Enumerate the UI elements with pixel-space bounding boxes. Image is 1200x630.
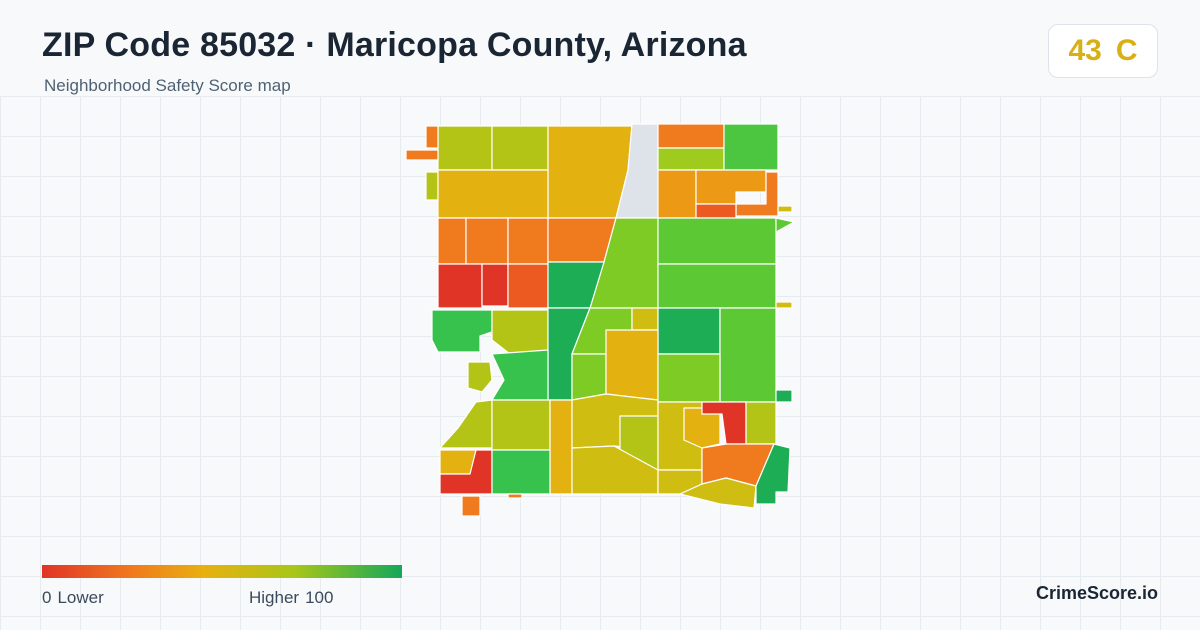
map-region[interactable]	[491, 399, 551, 451]
map-region[interactable]	[491, 449, 551, 495]
map-region[interactable]	[657, 169, 697, 219]
legend-high-label: Higher 100	[249, 588, 333, 608]
map-region[interactable]	[437, 169, 549, 219]
map-region[interactable]	[777, 205, 793, 213]
map-region[interactable]	[461, 495, 481, 517]
map-region[interactable]	[491, 125, 549, 171]
map-region[interactable]	[755, 443, 791, 505]
map-region[interactable]	[491, 309, 549, 355]
map-region[interactable]	[507, 217, 549, 265]
brand-logo: CrimeScore.io	[1035, 583, 1158, 603]
map-region[interactable]	[437, 217, 467, 265]
safety-score-badge: 43 C	[1048, 24, 1158, 78]
legend-high-text: Higher	[249, 588, 300, 607]
legend-low-value: 0	[42, 588, 52, 607]
map-region[interactable]	[657, 147, 725, 171]
score-grade: C	[1115, 34, 1138, 67]
map-region[interactable]	[571, 353, 607, 401]
map-region[interactable]	[467, 361, 493, 393]
map-region[interactable]	[775, 301, 793, 309]
map-region[interactable]	[695, 169, 767, 205]
map-region[interactable]	[745, 401, 777, 445]
legend-color-scale	[42, 565, 402, 578]
legend-low-label: 0 Lower	[42, 588, 104, 608]
map-region[interactable]	[695, 203, 737, 219]
score-value: 43	[1068, 34, 1102, 67]
map-region[interactable]	[425, 125, 439, 149]
map-region[interactable]	[437, 263, 483, 309]
map-region[interactable]	[437, 125, 493, 171]
map-region[interactable]	[657, 307, 721, 355]
legend-high-value: 100	[305, 588, 334, 607]
map-region[interactable]	[465, 217, 509, 265]
map-region[interactable]	[657, 353, 721, 403]
map-region[interactable]	[439, 399, 493, 449]
map-region[interactable]	[775, 389, 793, 403]
map-region[interactable]	[549, 399, 573, 495]
map-region[interactable]	[425, 171, 439, 201]
map-region[interactable]	[657, 263, 777, 309]
map-region[interactable]	[491, 349, 549, 401]
page-subtitle: Neighborhood Safety Score map	[44, 76, 291, 95]
map-region[interactable]	[481, 263, 509, 307]
map-region[interactable]	[605, 329, 659, 401]
map-region[interactable]	[657, 217, 777, 265]
legend-low-text: Lower	[57, 588, 104, 607]
page-title: ZIP Code 85032 · Maricopa County, Arizon…	[42, 26, 747, 64]
map-region[interactable]	[657, 123, 725, 149]
map-region[interactable]	[719, 307, 777, 403]
map-region[interactable]	[631, 307, 659, 331]
map-region[interactable]	[431, 309, 493, 353]
map-region[interactable]	[723, 123, 779, 171]
map-region[interactable]	[775, 217, 795, 233]
map-region[interactable]	[507, 263, 549, 309]
map-region[interactable]	[507, 493, 523, 499]
map-region[interactable]	[405, 149, 439, 161]
